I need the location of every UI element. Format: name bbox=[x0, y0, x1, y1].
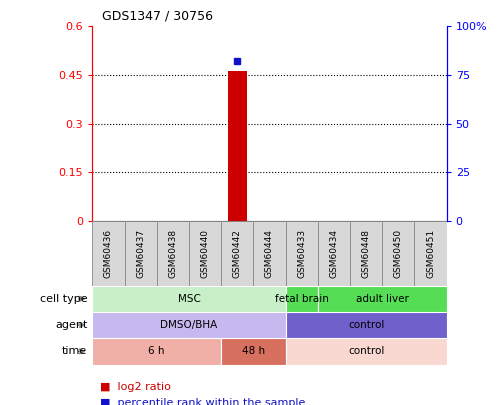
Bar bbox=[92, 338, 221, 365]
Text: 48 h: 48 h bbox=[242, 346, 265, 356]
Bar bbox=[285, 286, 318, 312]
Bar bbox=[92, 221, 125, 286]
Bar bbox=[253, 221, 285, 286]
Text: GSM60444: GSM60444 bbox=[265, 229, 274, 277]
Text: cell type: cell type bbox=[40, 294, 87, 304]
Text: 6 h: 6 h bbox=[149, 346, 165, 356]
Text: adult liver: adult liver bbox=[356, 294, 409, 304]
Text: control: control bbox=[348, 320, 384, 330]
Text: MSC: MSC bbox=[178, 294, 201, 304]
Text: GSM60434: GSM60434 bbox=[329, 229, 338, 277]
Text: GSM60448: GSM60448 bbox=[362, 229, 371, 277]
Text: fetal brain: fetal brain bbox=[275, 294, 329, 304]
Bar bbox=[318, 286, 447, 312]
Text: ■  percentile rank within the sample: ■ percentile rank within the sample bbox=[100, 398, 305, 405]
Bar bbox=[318, 221, 350, 286]
Text: GSM60442: GSM60442 bbox=[233, 229, 242, 277]
Text: control: control bbox=[348, 346, 384, 356]
Text: GSM60433: GSM60433 bbox=[297, 228, 306, 278]
Bar bbox=[189, 221, 221, 286]
Bar bbox=[285, 221, 318, 286]
Text: GSM60438: GSM60438 bbox=[168, 228, 177, 278]
Bar bbox=[382, 221, 414, 286]
Bar bbox=[350, 221, 382, 286]
Bar bbox=[285, 338, 447, 365]
Bar bbox=[92, 286, 285, 312]
Bar bbox=[221, 338, 285, 365]
Text: GSM60451: GSM60451 bbox=[426, 228, 435, 278]
Bar bbox=[285, 312, 447, 338]
Text: ■  log2 ratio: ■ log2 ratio bbox=[100, 382, 171, 392]
Text: GSM60436: GSM60436 bbox=[104, 228, 113, 278]
Bar bbox=[228, 71, 247, 221]
Text: GSM60440: GSM60440 bbox=[201, 229, 210, 277]
Bar bbox=[157, 221, 189, 286]
Bar bbox=[125, 221, 157, 286]
Bar bbox=[92, 312, 285, 338]
Text: DMSO/BHA: DMSO/BHA bbox=[160, 320, 218, 330]
Text: agent: agent bbox=[55, 320, 87, 330]
Text: GSM60450: GSM60450 bbox=[394, 228, 403, 278]
Bar bbox=[221, 221, 253, 286]
Text: GSM60437: GSM60437 bbox=[136, 228, 145, 278]
Text: GDS1347 / 30756: GDS1347 / 30756 bbox=[102, 9, 213, 22]
Text: time: time bbox=[62, 346, 87, 356]
Bar bbox=[414, 221, 447, 286]
